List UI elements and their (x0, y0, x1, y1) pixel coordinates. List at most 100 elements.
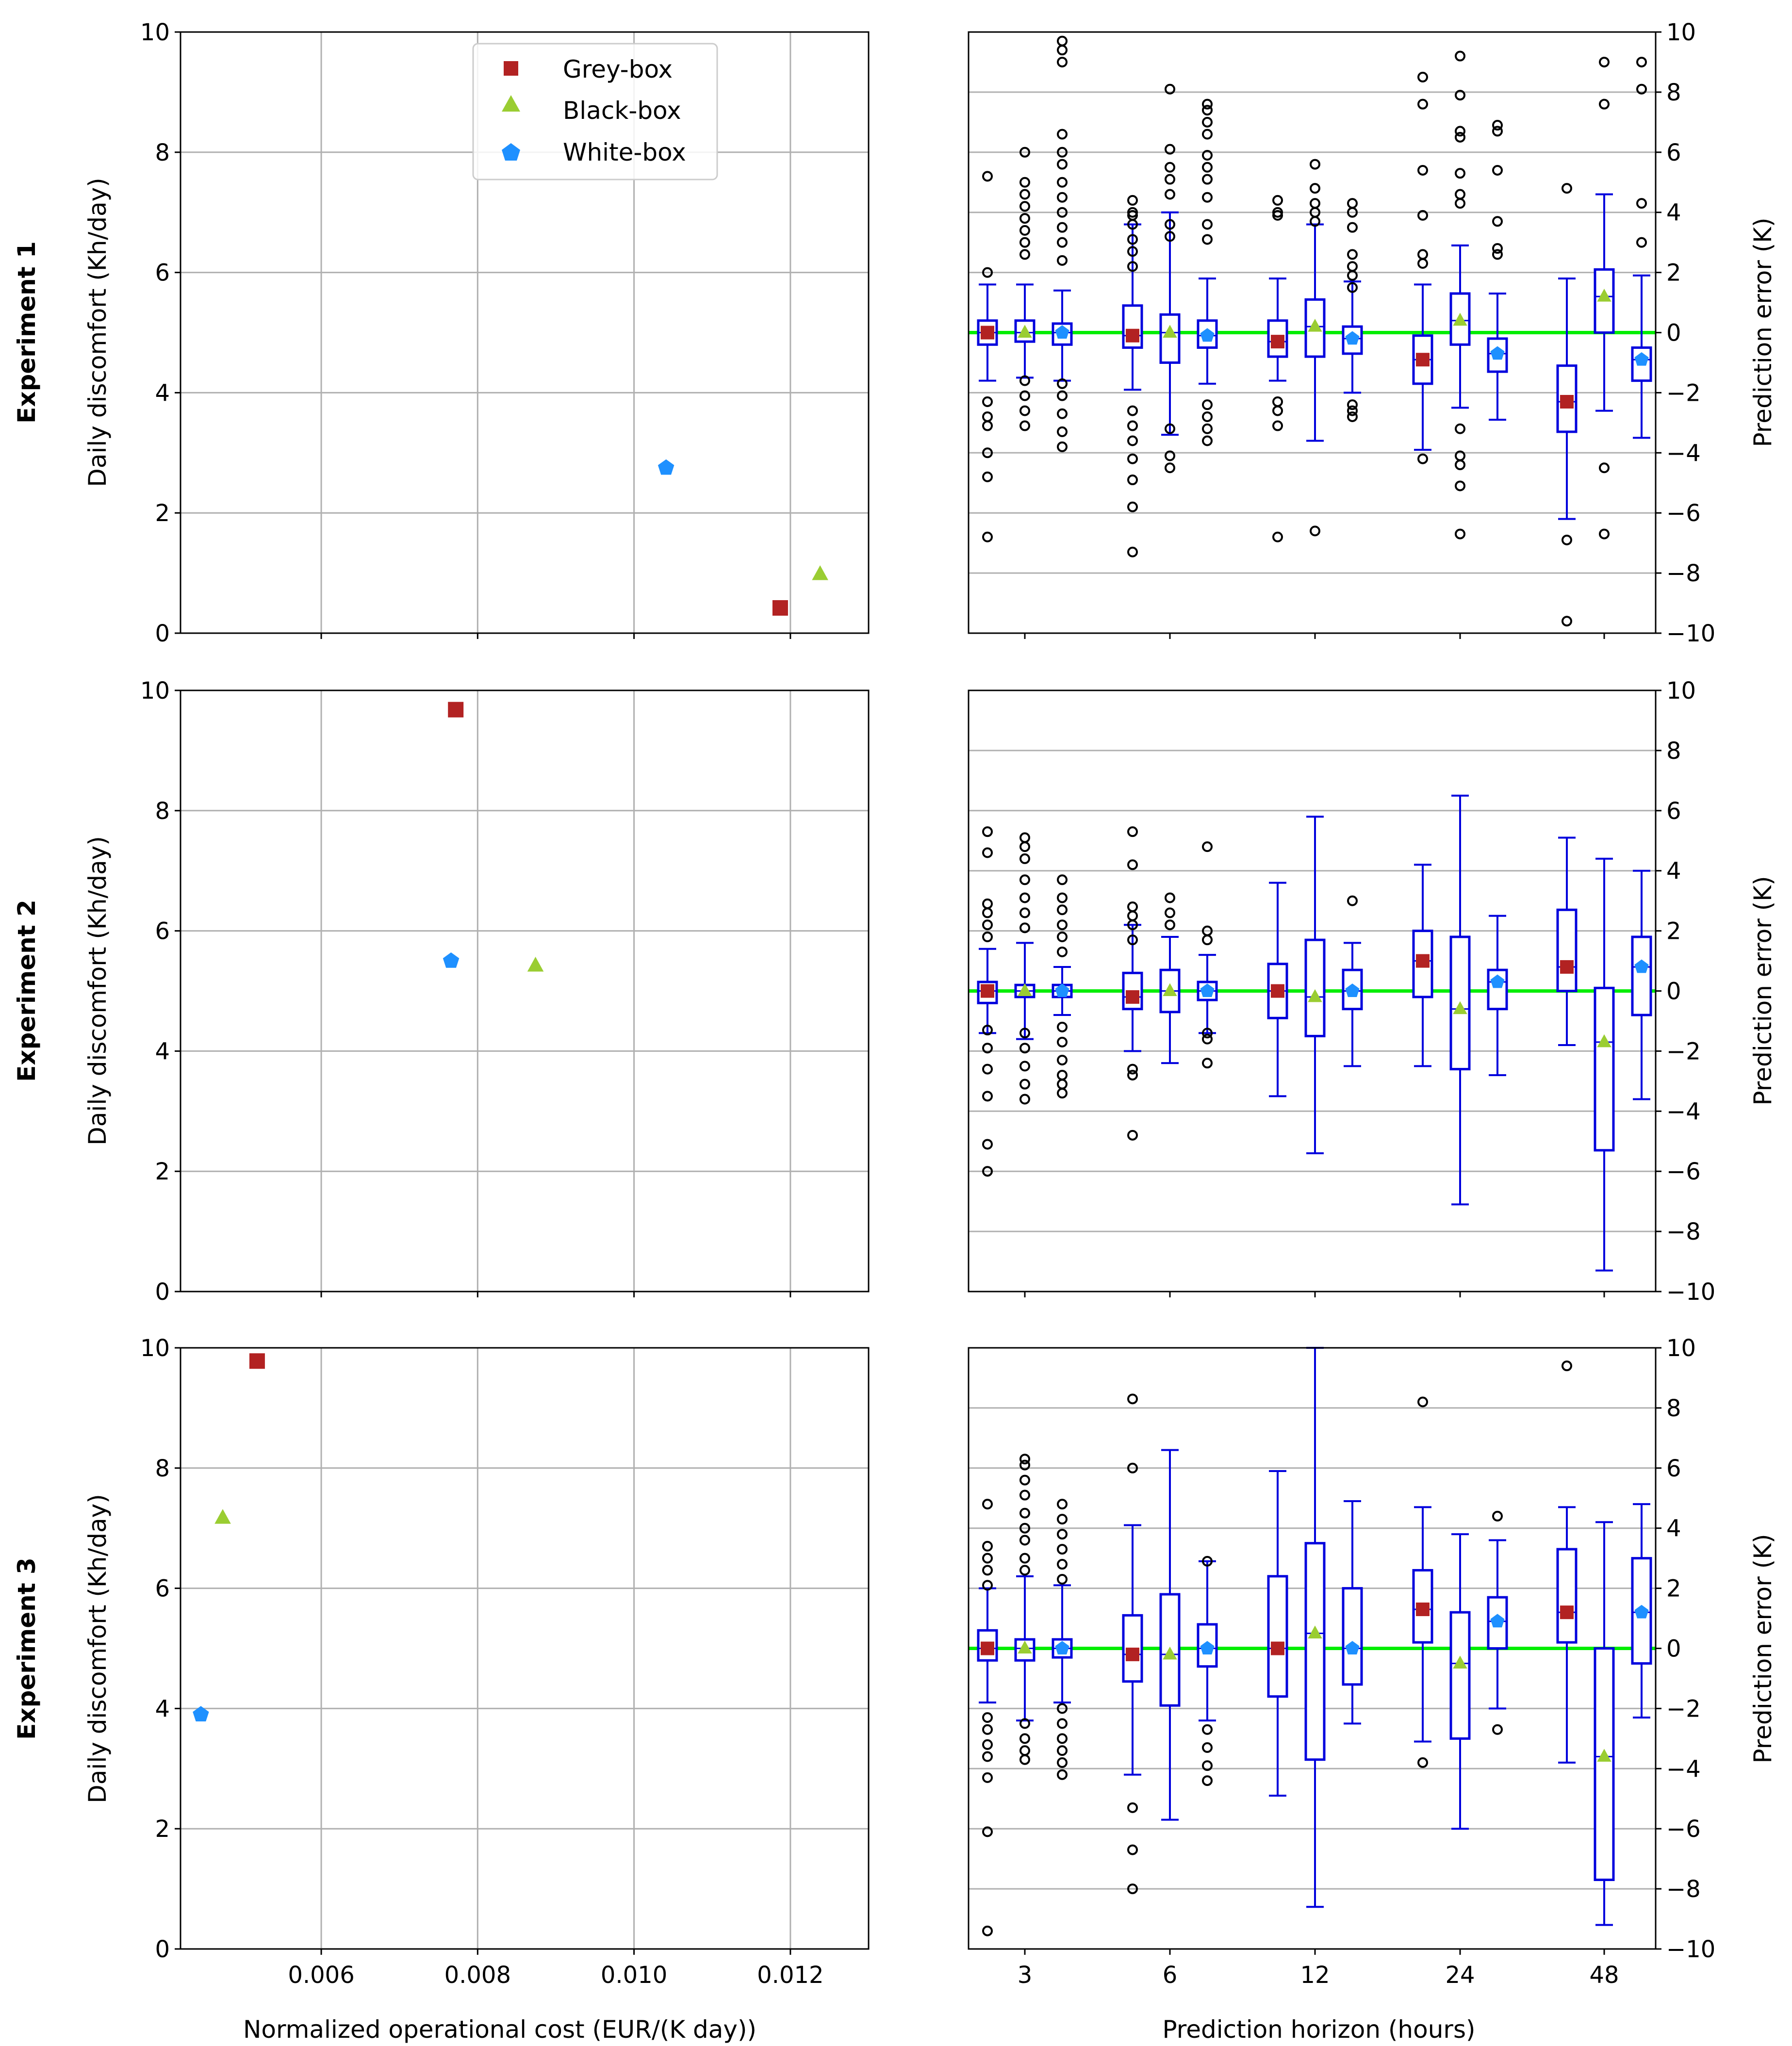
mean-marker-grey-box (981, 1641, 994, 1655)
outlier-grey-box (1272, 420, 1283, 431)
y-tick-label: 6 (155, 260, 170, 287)
outlier-white-box (1057, 1529, 1068, 1540)
outlier-black-box (1019, 907, 1030, 918)
outlier-grey-box (982, 1751, 993, 1762)
row-label-experiment-2: Experiment 2 (13, 900, 41, 1082)
outlier-white-box (1057, 874, 1068, 885)
outlier-black-box (1019, 375, 1030, 386)
y-tick-label: −10 (1666, 1936, 1715, 1963)
mean-marker-black-box (1308, 319, 1322, 332)
outlier-white-box (1202, 1775, 1213, 1786)
data-point-black-box (812, 565, 828, 580)
mean-marker-white-box (1200, 1641, 1215, 1654)
outlier-grey-box (1127, 420, 1138, 431)
y-tick-label: 6 (1666, 139, 1681, 166)
x-tick-label: 24 (1445, 1962, 1475, 1989)
box-black-box (1159, 313, 1181, 364)
outlier-black-box (1019, 201, 1030, 212)
data-point-grey-box (448, 702, 464, 718)
y-tick-label: −8 (1666, 1876, 1701, 1903)
outlier-white-box (1057, 931, 1068, 942)
x-tick-label: 0.008 (444, 1962, 511, 1989)
mean-marker-grey-box (1126, 990, 1139, 1004)
outlier-black-box (1310, 183, 1320, 194)
outlier-grey-box (1417, 71, 1428, 82)
outlier-grey-box (1127, 1802, 1138, 1813)
outlier-grey-box (982, 1064, 993, 1075)
y-tick-label: 4 (155, 1695, 170, 1722)
y-tick-label: 4 (1666, 858, 1681, 885)
outlier-grey-box (1417, 98, 1428, 110)
outlier-white-box (1202, 1555, 1213, 1567)
legend-black-box-triangle-icon (502, 95, 520, 112)
box-grey-box (1556, 908, 1578, 992)
outlier-grey-box (982, 1772, 993, 1783)
y-tick-label: 4 (155, 379, 170, 407)
outlier-grey-box (1127, 1129, 1138, 1141)
outlier-white-box (1202, 174, 1213, 185)
y-tick-label: 8 (1666, 1395, 1681, 1422)
data-point-black-box (527, 957, 544, 972)
outlier-white-box (1636, 83, 1647, 95)
outlier-grey-box (1127, 261, 1138, 272)
outlier-white-box (1347, 411, 1358, 422)
outlier-black-box (1455, 480, 1465, 491)
outlier-black-box (1019, 177, 1030, 188)
mean-marker-grey-box (981, 326, 994, 340)
box-black-box (1594, 986, 1615, 1152)
outlier-black-box (1599, 56, 1610, 67)
outlier-grey-box (1127, 919, 1138, 931)
axes-frame (180, 689, 870, 1293)
outlier-grey-box (982, 1091, 993, 1102)
outlier-white-box (1492, 243, 1503, 254)
box-white-box (1342, 1587, 1363, 1686)
mean-marker-grey-box (1271, 335, 1284, 349)
x-tick-label: 0.012 (757, 1962, 823, 1989)
y-tick-label: 6 (155, 918, 170, 945)
outlier-grey-box (982, 1739, 993, 1750)
outlier-grey-box (1127, 219, 1138, 230)
outlier-black-box (1019, 1079, 1030, 1090)
outlier-grey-box (982, 1724, 993, 1735)
outlier-white-box (1202, 98, 1213, 110)
y-tick-label: −6 (1666, 1816, 1701, 1843)
outlier-black-box (1165, 892, 1175, 903)
outlier-grey-box (1127, 1069, 1138, 1080)
outlier-white-box (1202, 162, 1213, 173)
box-black-box (1449, 935, 1471, 1071)
row-label-experiment-3: Experiment 3 (13, 1557, 41, 1740)
legend-grey-box-square-icon (504, 61, 518, 76)
outlier-black-box (1599, 462, 1610, 474)
mean-marker-white-box (1345, 1641, 1360, 1654)
left-xlabel: Normalized operational cost (EUR/(K day)… (243, 2015, 756, 2044)
mean-marker-white-box (1345, 983, 1360, 997)
mean-marker-white-box (1634, 1604, 1649, 1619)
panels: 0246810−10−8−6−4−202468100246810−10−8−6−… (140, 19, 1715, 1989)
outlier-black-box (1165, 162, 1175, 173)
scatter-panel-3: 0 2 4 6 8 10 0.006 0.008 0.010 0.012 (140, 1335, 870, 1989)
y-tick-label: 2 (155, 1158, 170, 1185)
axes-frame (180, 31, 870, 634)
y-tick-label: −10 (1666, 620, 1715, 647)
outlier-black-box (1455, 50, 1465, 62)
outlier-white-box (1057, 378, 1068, 389)
outlier-black-box (1599, 528, 1610, 540)
boxplot-panel-1: −10 −8 −6 −4 −2 0 2 4 6 8 10 (968, 19, 1715, 647)
mean-marker-grey-box (981, 984, 994, 998)
outlier-grey-box (1417, 258, 1428, 269)
outlier-white-box (1202, 234, 1213, 245)
y-tick-label: 2 (1666, 918, 1681, 945)
box-grey-box (1556, 1548, 1578, 1644)
outlier-white-box (1202, 129, 1213, 140)
y-tick-label: −4 (1666, 1755, 1701, 1783)
legend-label-grey-box: Grey-box (563, 55, 673, 83)
y-tick-label: 0 (1666, 978, 1681, 1005)
y-tick-label: −2 (1666, 1695, 1701, 1722)
outlier-grey-box (982, 1826, 993, 1837)
mean-marker-white-box (1490, 974, 1505, 988)
outlier-white-box (1202, 411, 1213, 422)
outlier-black-box (1019, 249, 1030, 260)
outlier-grey-box (1127, 826, 1138, 837)
outlier-white-box (1202, 1760, 1213, 1771)
